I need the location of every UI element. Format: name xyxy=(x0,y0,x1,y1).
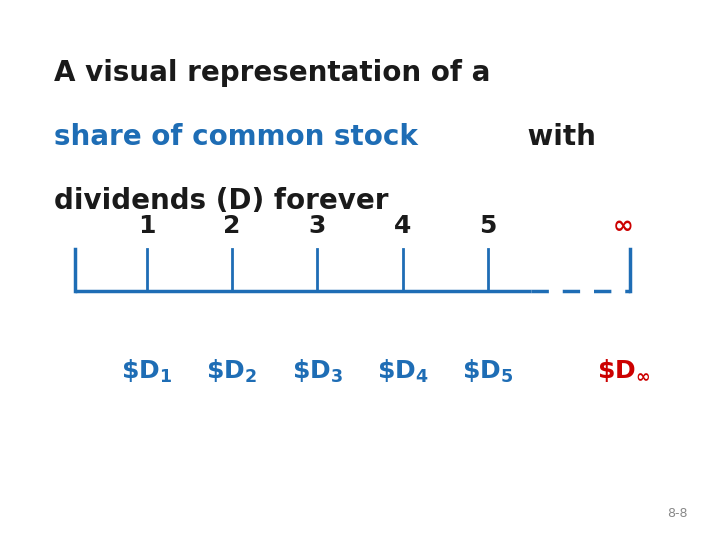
Text: A visual representation of a: A visual representation of a xyxy=(54,59,490,87)
Text: ∞: ∞ xyxy=(613,214,634,238)
Text: share of common stock: share of common stock xyxy=(54,123,418,151)
Text: $\mathbf{\$D_{5}}$: $\mathbf{\$D_{5}}$ xyxy=(462,357,514,384)
Text: 2: 2 xyxy=(223,214,240,238)
Text: $\mathbf{\$D_{\infty}}$: $\mathbf{\$D_{\infty}}$ xyxy=(597,357,650,384)
Text: $\mathbf{\$D_{4}}$: $\mathbf{\$D_{4}}$ xyxy=(377,357,428,384)
Text: with: with xyxy=(518,123,596,151)
Text: dividends (D) forever: dividends (D) forever xyxy=(54,187,389,215)
Text: $\mathbf{\$D_{1}}$: $\mathbf{\$D_{1}}$ xyxy=(121,357,172,384)
Text: 1: 1 xyxy=(138,214,156,238)
Text: 8-8: 8-8 xyxy=(667,507,688,520)
Text: 4: 4 xyxy=(394,214,411,238)
Text: $\mathbf{\$D_{2}}$: $\mathbf{\$D_{2}}$ xyxy=(207,357,258,384)
Text: 3: 3 xyxy=(309,214,326,238)
Text: 5: 5 xyxy=(480,214,497,238)
Text: $\mathbf{\$D_{3}}$: $\mathbf{\$D_{3}}$ xyxy=(292,357,343,384)
